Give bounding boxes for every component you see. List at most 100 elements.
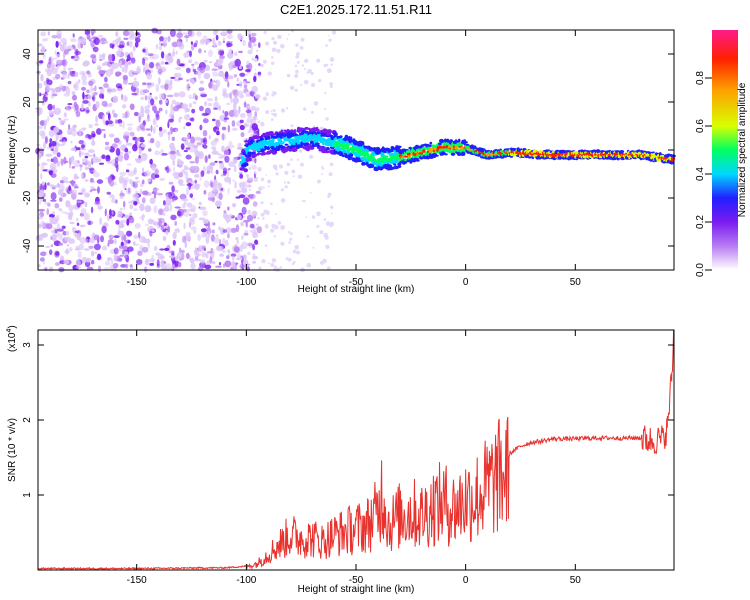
heatmap-cell [325,44,328,47]
heatmap-cell [218,50,221,56]
heatmap-cell [199,92,206,95]
heatmap-cell [295,54,300,59]
heatmap-cell [71,166,76,169]
heatmap-cell [169,203,172,212]
heatmap-cell [143,63,150,71]
heatmap-cell [70,74,76,77]
heatmap-cell [108,54,113,62]
heatmap-cell [213,101,220,110]
heatmap-cell [132,193,139,199]
heatmap-cell [296,158,300,161]
heatmap-cell [223,149,229,155]
heatmap-cell [64,236,72,242]
heatmap-cell [324,107,326,110]
heatmap-cell [129,179,133,185]
heatmap-cell [175,129,178,132]
heatmap-cell [123,234,127,242]
heatmap-cell [195,40,198,44]
heatmap-cell [129,51,134,59]
heatmap-cell [87,154,93,157]
heatmap-cell [222,88,227,94]
heatmap-cell [267,135,271,140]
heatmap-cell [144,258,150,266]
heatmap-cell [262,96,268,101]
heatmap-cell [289,237,293,241]
heatmap-cell [158,77,161,85]
heatmap-cell [316,128,320,133]
heatmap-cell [44,182,47,191]
heatmap-cell [79,164,83,168]
heatmap-cell [135,176,139,180]
heatmap-cell [204,101,208,107]
heatmap-cell [90,54,97,59]
heatmap-cell [360,141,365,146]
heatmap-cell [151,254,155,261]
heatmap-cell [187,59,193,64]
heatmap-cell [126,41,130,46]
heatmap-cell [136,125,141,132]
heatmap-cell [270,228,275,233]
heatmap-cell [181,198,189,202]
heatmap-cell [247,177,254,183]
heatmap-cell [179,193,187,200]
heatmap-cell [147,133,152,137]
heatmap-cell [78,140,85,145]
heatmap-cell [183,222,186,229]
heatmap-cell [61,225,66,229]
heatmap-cell [138,116,141,123]
heatmap-cell [173,166,176,174]
heatmap-cell [393,163,397,166]
heatmap-cell [69,106,72,109]
heatmap-cell [132,45,136,52]
heatmap-cell [111,211,114,215]
heatmap-cell [191,79,195,85]
heatmap-cell [194,174,200,178]
heatmap-cell [251,255,259,260]
heatmap-cell [69,221,75,225]
heatmap-cell [299,149,303,153]
heatmap-cell [236,253,242,260]
heatmap-cell [45,153,53,157]
heatmap-cell [146,72,153,80]
heatmap-cell [171,260,177,264]
heatmap-cell [208,221,210,229]
heatmap-cell [65,230,70,236]
heatmap-cell [325,117,329,121]
heatmap-cell [122,113,126,116]
heatmap-cell [160,51,165,59]
heatmap-cell [238,194,246,199]
heatmap-cell [91,260,95,265]
heatmap-cell [127,246,134,252]
y-tick-label: 40 [22,48,33,60]
heatmap-cell [48,266,54,272]
heatmap-cell [69,211,74,217]
heatmap-cell [314,142,320,145]
heatmap-cell [233,102,237,110]
heatmap-cell [183,165,188,169]
heatmap-cell [194,146,198,153]
heatmap-cell [235,224,240,233]
heatmap-cell [103,267,111,270]
heatmap-cell [174,255,179,262]
heatmap-cell [219,253,225,257]
heatmap-cell [39,213,42,218]
heatmap-cell [221,146,224,152]
heatmap-cell [312,125,316,128]
heatmap-cell [43,198,46,202]
heatmap-cell [69,247,73,252]
heatmap-cell [164,247,170,251]
y-tick-label: -20 [22,190,33,205]
colorbar-tick-label: 0.0 [695,263,706,277]
heatmap-cell [260,121,265,127]
heatmap-cell [93,243,101,251]
heatmap-cell [323,218,327,221]
heatmap-cell [185,187,190,196]
heatmap-cell [171,51,176,57]
heatmap-cell [51,237,56,241]
heatmap-cell [156,259,160,267]
heatmap-cell [280,241,285,246]
heatmap-cell [121,104,127,109]
heatmap-cell [93,153,96,157]
heatmap-cell [232,89,239,98]
